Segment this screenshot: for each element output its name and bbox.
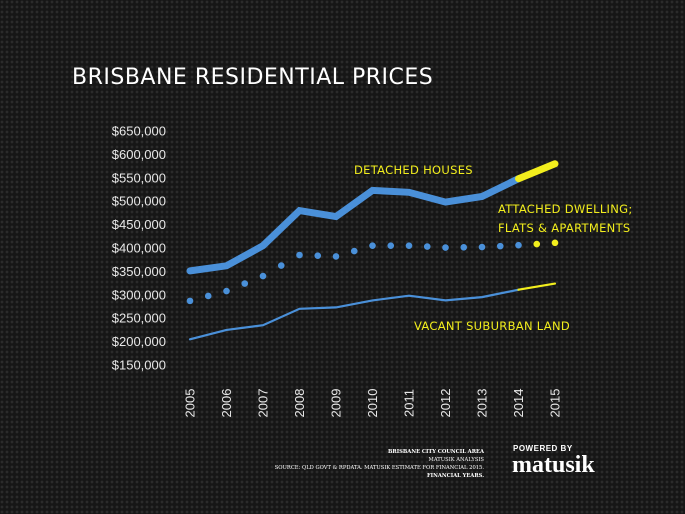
series-point	[350, 247, 358, 255]
series-point	[369, 242, 376, 249]
chart-title: BRISBANE RESIDENTIAL PRICES	[72, 65, 433, 90]
series-point	[241, 280, 249, 287]
series-point	[460, 243, 468, 251]
series-point	[259, 272, 267, 280]
y-tick-label: $250,000	[112, 311, 166, 326]
y-axis: $650,000 $600,000 $550,000 $500,000 $450,000…	[112, 124, 166, 373]
brand-logo: POWERED BY matusik	[512, 444, 595, 478]
source-line-source: SOURCE: QLD GOVT & RPDATA. MATUSIK ESTIM…	[275, 465, 485, 471]
series-point	[223, 287, 230, 295]
series-point	[204, 292, 212, 300]
series-point	[496, 242, 504, 250]
series-point	[515, 241, 522, 249]
series-point	[423, 243, 431, 250]
series-point	[186, 297, 194, 305]
series-point	[478, 243, 486, 251]
annotation-attached-line2: FLATS & APARTMENTS	[498, 221, 631, 235]
brand-name: matusik	[512, 452, 595, 478]
annotation-vacant-land: VACANT SUBURBAN LAND	[414, 319, 570, 333]
x-tick-label: 2006	[219, 389, 234, 418]
x-tick-label: 2009	[329, 389, 344, 418]
y-tick-label: $300,000	[112, 287, 166, 302]
y-tick-label: $450,000	[112, 217, 166, 232]
source-line-years: FINANCIAL YEARS.	[427, 473, 484, 479]
series-point	[387, 242, 395, 249]
powered-by-label: POWERED BY	[513, 444, 573, 453]
series-line	[188, 288, 520, 341]
x-tick-label: 2008	[292, 389, 307, 418]
y-tick-label: $500,000	[112, 194, 166, 209]
series-point	[551, 239, 559, 247]
x-tick-label: 2015	[548, 389, 563, 418]
y-tick-label: $150,000	[112, 358, 166, 373]
y-tick-label: $550,000	[112, 170, 166, 185]
source-line-analysis: MATUSIK ANALYSIS	[429, 457, 485, 463]
x-axis: 2005 2006 2007 2008 2009 2010 2011 2012 2013 2014…	[183, 389, 563, 418]
x-tick-label: 2013	[475, 389, 490, 418]
source-line-area: BRISBANE CITY COUNCIL AREA	[388, 449, 485, 455]
plot-area	[186, 160, 559, 341]
series-point	[442, 244, 449, 251]
x-tick-label: 2012	[438, 389, 453, 418]
y-tick-label: $400,000	[112, 241, 166, 256]
series-point	[405, 242, 413, 249]
series-line-estimate	[515, 160, 559, 183]
series-point	[314, 252, 322, 260]
y-tick-label: $200,000	[112, 334, 166, 349]
x-tick-label: 2014	[511, 389, 526, 418]
annotation-attached-line1: ATTACHED DWELLING;	[498, 202, 633, 216]
x-tick-label: 2011	[402, 389, 417, 417]
annotation-detached-houses: DETACHED HOUSES	[354, 163, 473, 177]
series-line-estimate	[517, 282, 557, 291]
series-line	[186, 175, 522, 275]
y-tick-label: $600,000	[112, 147, 166, 162]
x-tick-label: 2007	[256, 389, 271, 418]
y-tick-label: $650,000	[112, 124, 166, 139]
series-point	[277, 262, 285, 269]
series-point	[332, 253, 340, 260]
x-tick-label: 2010	[365, 389, 380, 418]
y-tick-label: $350,000	[112, 264, 166, 279]
x-tick-label: 2005	[183, 389, 198, 418]
series-point	[533, 240, 541, 248]
source-notes: BRISBANE CITY COUNCIL AREA MATUSIK ANALY…	[275, 449, 485, 479]
series-point	[296, 251, 303, 259]
